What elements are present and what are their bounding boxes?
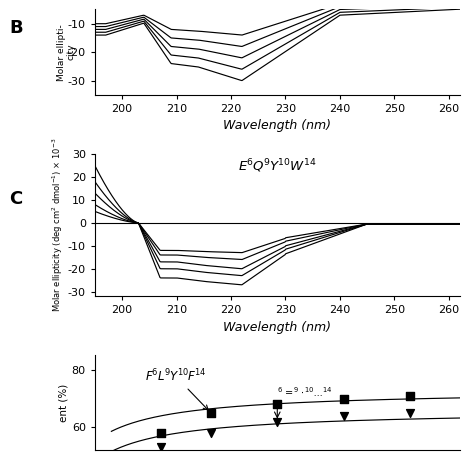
Point [340,412,347,419]
Point [157,429,165,437]
Text: C: C [9,190,23,208]
Point [406,409,414,417]
Text: E$^6$Q$^9$Y$^{10}$W$^{14}$: E$^6$Q$^9$Y$^{10}$W$^{14}$ [238,158,317,175]
Y-axis label: ent (%): ent (%) [59,384,69,422]
Y-axis label: Molar ellipti-
city: Molar ellipti- city [56,24,76,81]
Point [273,401,281,408]
X-axis label: Wavelength (nm): Wavelength (nm) [223,321,331,334]
Point [273,418,281,425]
Text: B: B [9,19,23,37]
Point [207,409,215,417]
Text: $^6$ =$^9$ $\cdot^{10}$...$^{14}$: $^6$ =$^9$ $\cdot^{10}$...$^{14}$ [277,385,333,399]
Y-axis label: Molar ellipticity (deg cm$^2$ dmol$^{-1}$) × 10$^{-3}$: Molar ellipticity (deg cm$^2$ dmol$^{-1}… [50,138,65,312]
Point [340,395,347,402]
Text: F$^6$L$^9$Y$^{10}$F$^{14}$: F$^6$L$^9$Y$^{10}$F$^{14}$ [145,368,208,410]
Point [406,392,414,400]
Point [157,444,165,451]
X-axis label: Wavelength (nm): Wavelength (nm) [223,119,331,132]
Point [207,429,215,437]
